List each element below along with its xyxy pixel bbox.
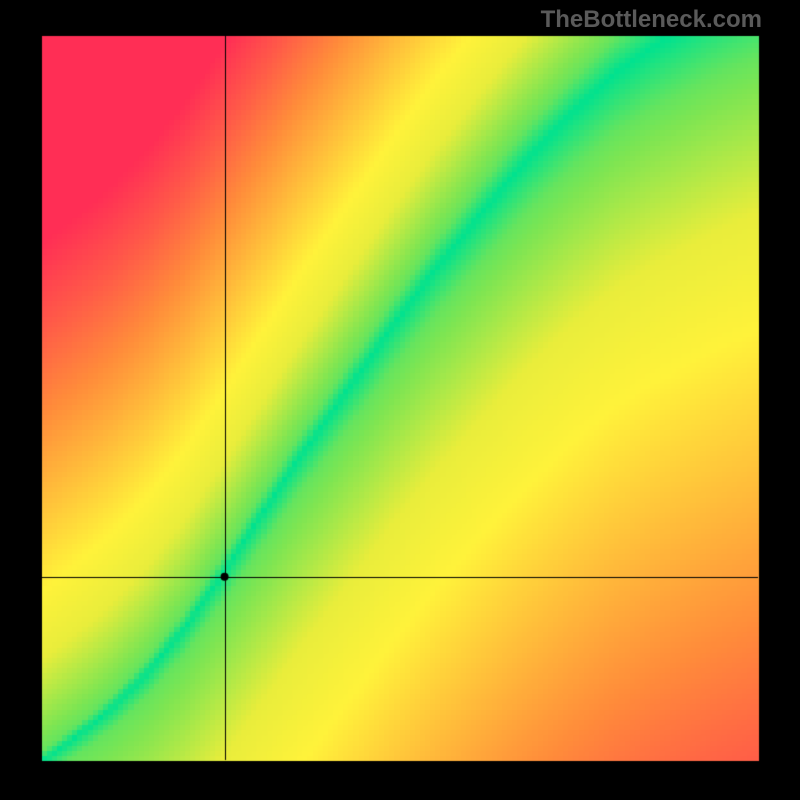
watermark-text: TheBottleneck.com [541,6,762,34]
chart-container: TheBottleneck.com [0,0,800,800]
bottleneck-heatmap [0,0,800,800]
